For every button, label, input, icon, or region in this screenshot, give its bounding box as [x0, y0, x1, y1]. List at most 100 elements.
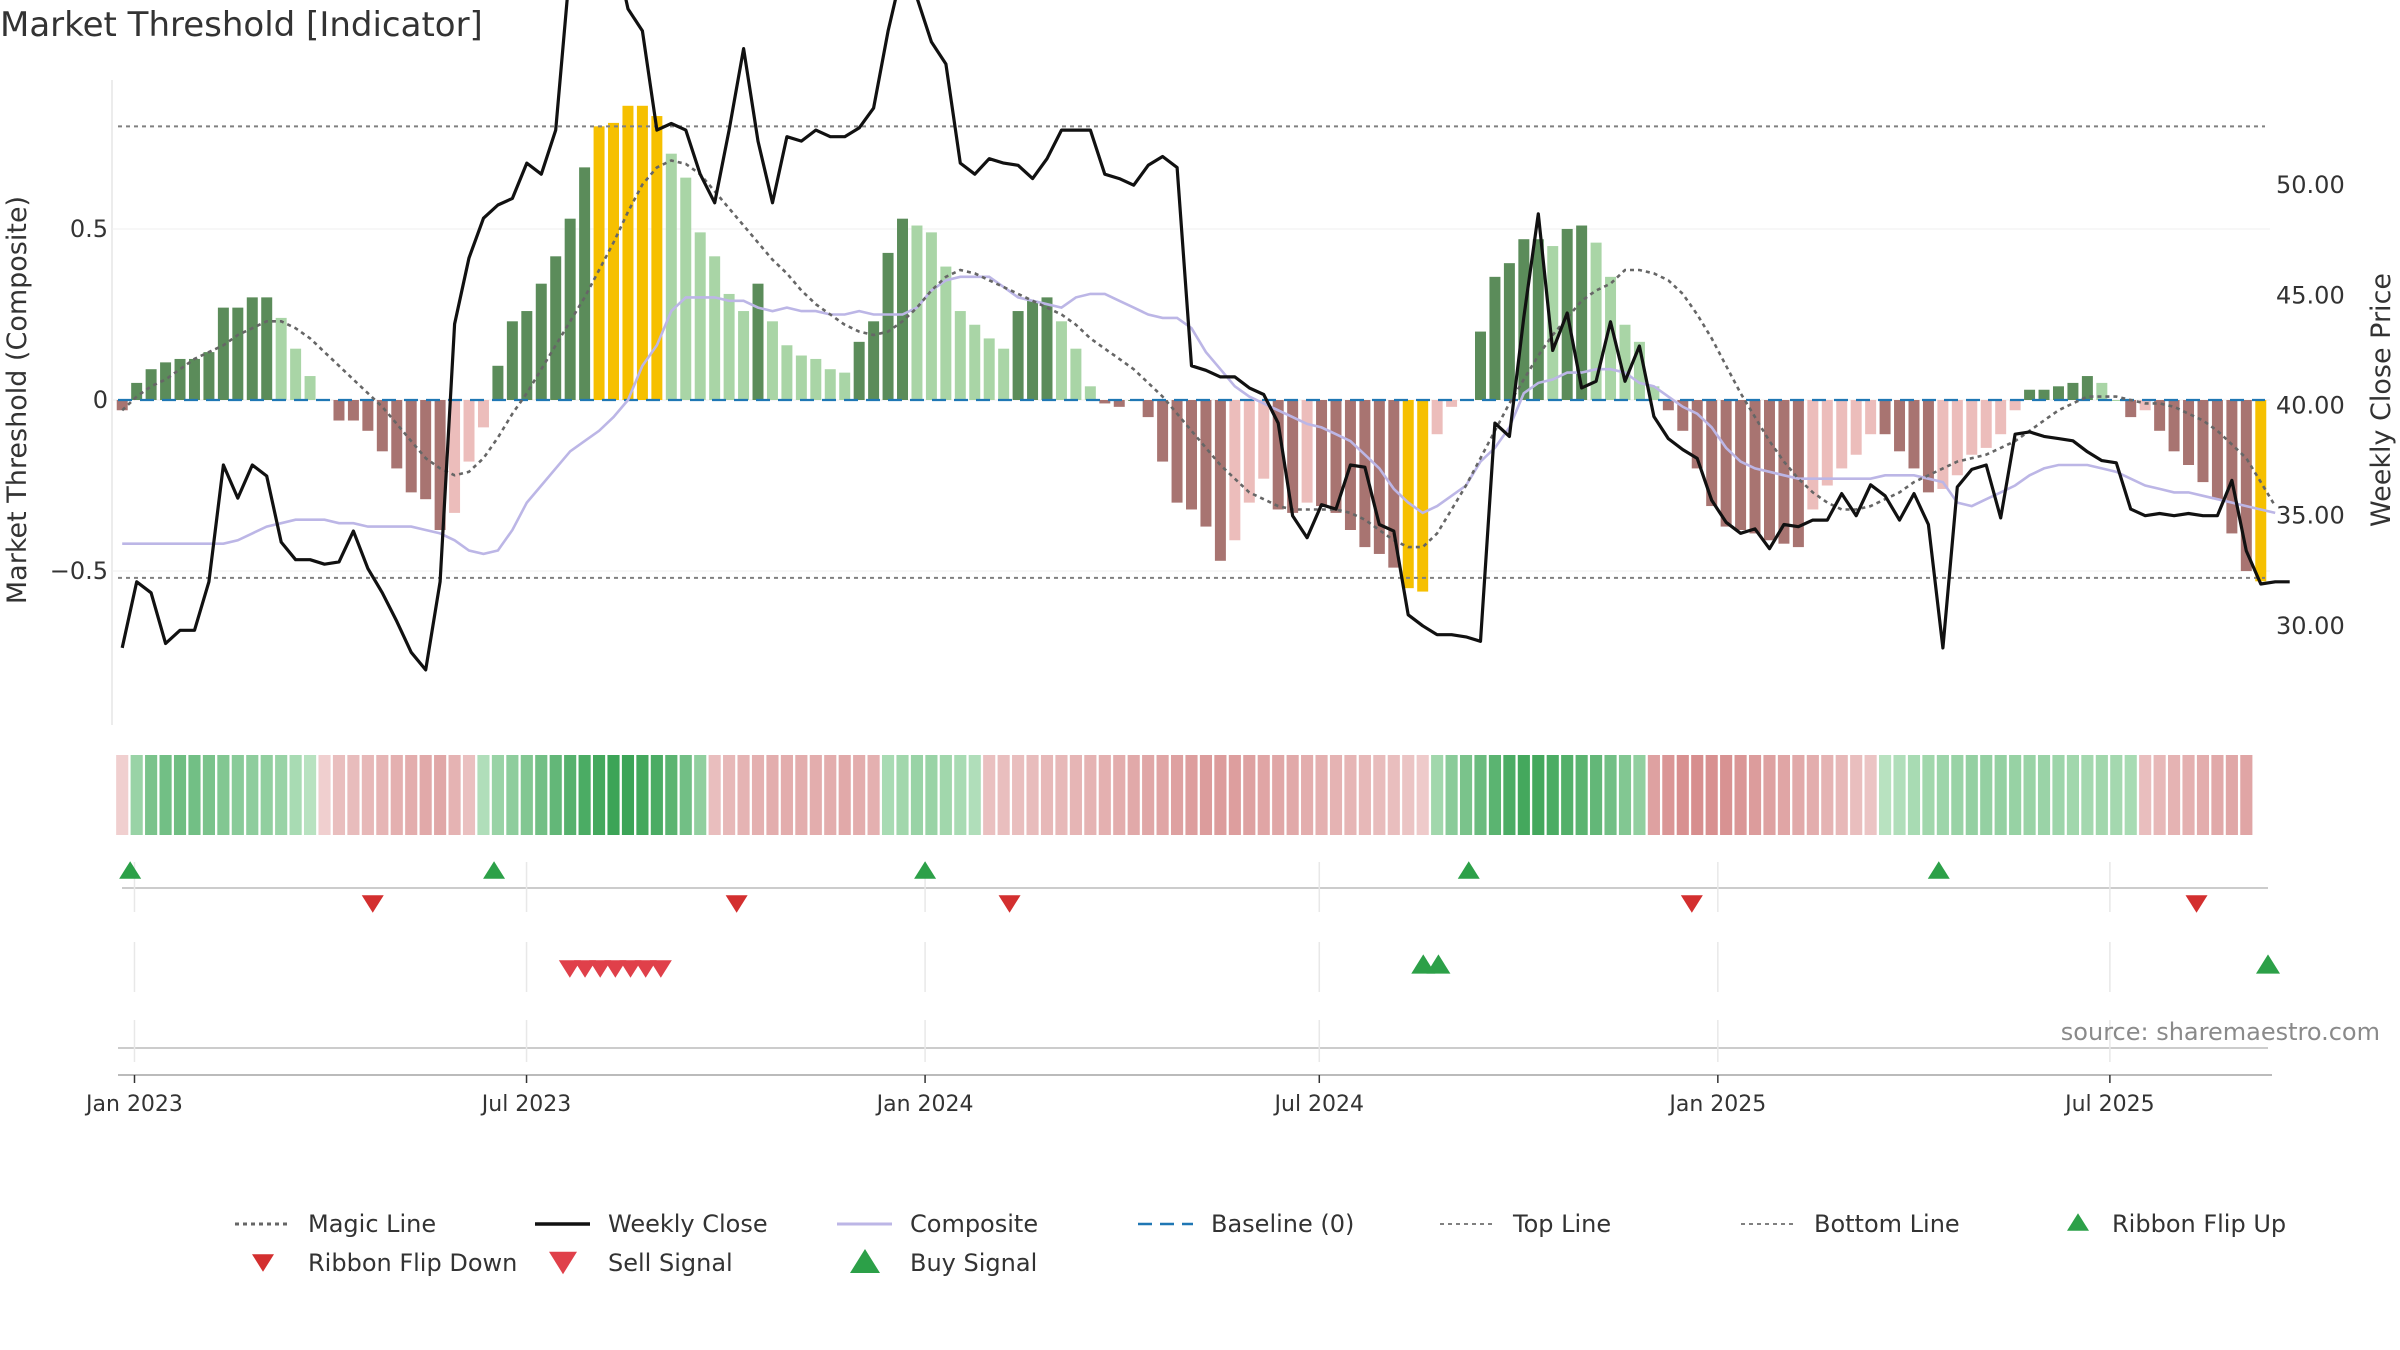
- composite-bar: [1879, 400, 1891, 435]
- composite-bar: [2183, 400, 2195, 465]
- composite-bar: [766, 321, 778, 400]
- composite-bar: [1142, 400, 1154, 418]
- ribbon-cell: [1387, 755, 1400, 835]
- ribbon-cell: [636, 755, 649, 835]
- ribbon-cell: [1416, 755, 1429, 835]
- ribbon-cell: [983, 755, 996, 835]
- composite-bar: [2240, 400, 2252, 572]
- ribbon-cell: [217, 755, 230, 835]
- composite-bar: [1402, 400, 1414, 589]
- right-tick-label: 30.00: [2276, 612, 2345, 640]
- composite-bar: [1980, 400, 1992, 448]
- composite-bar: [2168, 400, 2180, 452]
- right-tick-label: 40.00: [2276, 392, 2345, 420]
- left-tick-label: 0.5: [70, 215, 108, 243]
- ribbon-panel: [116, 755, 2253, 835]
- composite-bar: [1865, 400, 1877, 435]
- ribbon-flip-down-marker: [1680, 895, 1703, 913]
- ribbon-cell: [1821, 755, 1834, 835]
- ribbon-cell: [1633, 755, 1646, 835]
- ribbon-cell: [332, 755, 346, 835]
- ribbon-cell: [650, 755, 663, 835]
- ribbon-cell: [1850, 755, 1863, 835]
- ribbon-cell: [2081, 755, 2094, 835]
- source-note: source: sharemaestro.com: [2061, 1018, 2380, 1046]
- legend-label: Magic Line: [308, 1210, 436, 1238]
- legend-item-flipdown: Ribbon Flip Down: [252, 1249, 517, 1277]
- composite-bar: [969, 324, 981, 400]
- ribbon-cell: [723, 755, 736, 835]
- ribbon-cell: [564, 755, 577, 835]
- ribbon-cell: [275, 755, 288, 835]
- composite-bar: [665, 153, 677, 400]
- ribbon-cell: [1734, 755, 1747, 835]
- composite-bar: [1012, 311, 1024, 400]
- ribbon-cell: [1705, 755, 1718, 835]
- ribbon-cell: [1546, 755, 1559, 835]
- ribbon-flip-up-marker: [119, 861, 142, 879]
- ribbon-cell: [188, 755, 201, 835]
- ribbon-cell: [1662, 755, 1675, 835]
- composite-line: [122, 275, 2276, 556]
- composite-bar: [694, 232, 706, 400]
- ribbon-cell: [621, 755, 635, 835]
- ribbon-cell: [1142, 755, 1155, 835]
- composite-bar: [1648, 386, 1660, 400]
- ribbon-cell: [506, 755, 519, 835]
- ribbon-cell: [1069, 755, 1082, 835]
- composite-bar: [781, 345, 793, 400]
- composite-bar: [1547, 246, 1559, 400]
- composite-bar: [810, 358, 822, 400]
- composite-bar: [434, 400, 446, 530]
- legend-label: Ribbon Flip Up: [2112, 1210, 2286, 1238]
- sell-signal-marker: [589, 960, 612, 978]
- composite-bar: [1243, 400, 1255, 503]
- ribbon-cell: [1214, 755, 1227, 835]
- composite-bar: [1475, 331, 1486, 400]
- ribbon-cell: [665, 755, 678, 835]
- composite-bar: [463, 400, 475, 462]
- composite-bar: [1763, 400, 1775, 541]
- composite-bar: [1908, 400, 1920, 469]
- ribbon-cell: [2240, 755, 2253, 835]
- ribbon-flip-up-marker: [483, 861, 506, 879]
- legend-label: Buy Signal: [910, 1249, 1037, 1277]
- x-tick-label: Jul 2023: [480, 1092, 572, 1117]
- ribbon-cell: [910, 755, 924, 835]
- composite-bar: [925, 232, 937, 400]
- ribbon-cell: [1676, 755, 1689, 835]
- ribbon-cell: [1763, 755, 1776, 835]
- x-tick-label: Jan 2024: [875, 1092, 974, 1117]
- composite-bar: [998, 348, 1010, 400]
- ribbon-cell: [1590, 755, 1603, 835]
- ribbon-cell: [809, 755, 822, 835]
- composite-bar: [1590, 242, 1602, 400]
- ribbon-cell: [520, 755, 533, 835]
- ribbon-cell: [2196, 755, 2210, 835]
- buy-signal-marker: [1426, 954, 1451, 974]
- composite-bar: [1388, 400, 1400, 568]
- composite-bar: [420, 400, 432, 500]
- legend-item-flipup: Ribbon Flip Up: [2067, 1210, 2286, 1238]
- ribbon-cell: [737, 755, 750, 835]
- composite-bar: [824, 369, 836, 400]
- composite-bar: [1055, 321, 1067, 400]
- ribbon-cell: [1185, 755, 1198, 835]
- composite-bar: [506, 321, 518, 400]
- composite-bar: [2081, 376, 2093, 400]
- ribbon-cell: [1922, 755, 1935, 835]
- composite-bar: [2255, 400, 2267, 582]
- x-tick-label: Jul 2025: [2063, 1092, 2155, 1117]
- composite-bar: [1417, 400, 1429, 592]
- composite-bar: [1605, 276, 1617, 400]
- ribbon-cell: [390, 755, 403, 835]
- ribbon-cell: [2211, 755, 2224, 835]
- sell-signal-marker: [649, 960, 672, 978]
- ribbon-cell: [1026, 755, 1039, 835]
- composite-bar: [1258, 400, 1270, 479]
- ribbon-cell: [1792, 755, 1805, 835]
- ribbon-cell: [751, 755, 765, 835]
- weekly-close-line: [120, 0, 2290, 672]
- ribbon-cell: [1907, 755, 1921, 835]
- ribbon-cell: [679, 755, 692, 835]
